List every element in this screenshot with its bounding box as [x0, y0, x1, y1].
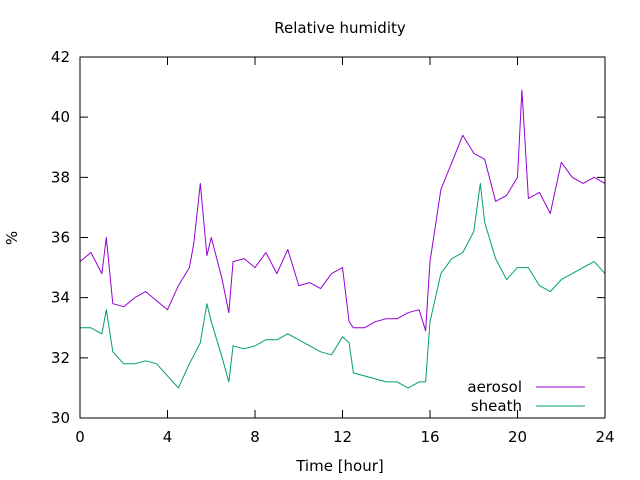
legend: aerosol sheath: [467, 378, 585, 415]
series-line-aerosol: [79, 89, 606, 332]
plot-frame: [79, 56, 606, 419]
x-tick-label: 4: [163, 428, 173, 446]
x-tick-label: 12: [333, 428, 352, 446]
y-tick-label: 42: [51, 48, 70, 66]
y-axis-label: %: [3, 231, 21, 245]
x-tick-label: 16: [420, 428, 439, 446]
y-tick-label: 36: [51, 229, 70, 247]
y-tick-label: 34: [51, 289, 70, 307]
series-lines: [79, 89, 606, 389]
x-tick-label: 8: [250, 428, 260, 446]
chart-title: Relative humidity: [274, 19, 406, 37]
x-tick-label: 24: [595, 428, 614, 446]
axis-ticks: 0 4 8 12 16 20 24 30 32 34 36 38 40 42: [51, 48, 615, 446]
y-tick-label: 30: [51, 409, 70, 427]
x-axis-label: Time [hour]: [295, 457, 384, 475]
y-tick-label: 40: [51, 108, 70, 126]
legend-label-aerosol: aerosol: [467, 378, 522, 396]
x-tick-label: 0: [75, 428, 85, 446]
y-tick-label: 38: [51, 168, 70, 186]
series-line-sheath: [80, 182, 606, 389]
legend-label-sheath: sheath: [471, 397, 522, 415]
y-tick-label: 32: [51, 349, 70, 367]
x-tick-label: 20: [508, 428, 527, 446]
